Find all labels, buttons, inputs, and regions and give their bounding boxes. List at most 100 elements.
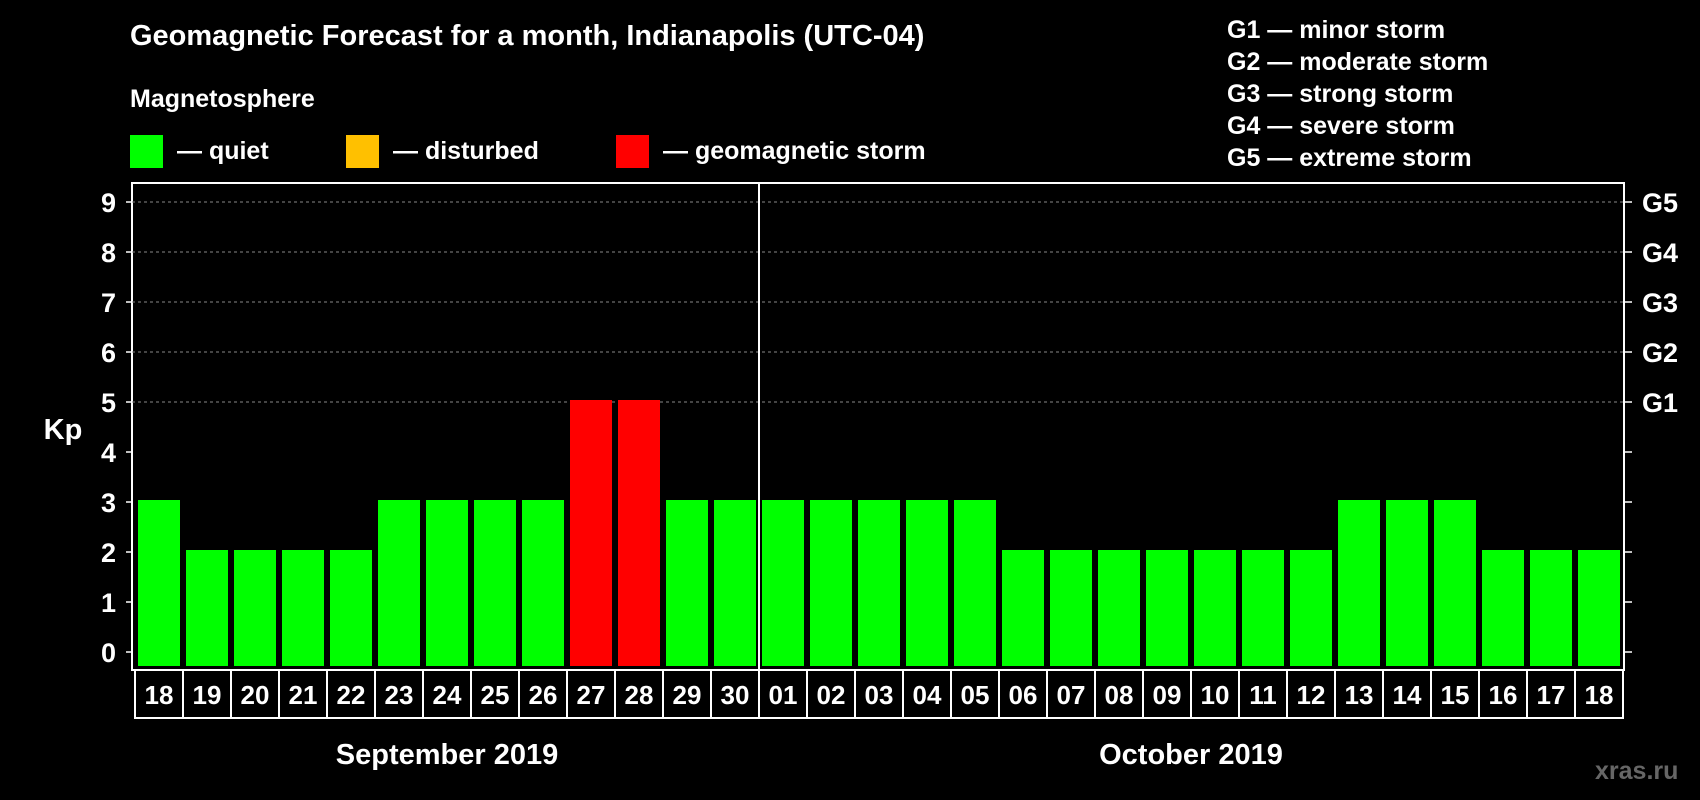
bar-25 [1338,500,1380,666]
date-box [662,669,712,719]
date-label: 26 [529,680,558,710]
y-tick-label: 2 [101,538,116,568]
legend-swatch-disturbed [346,134,379,168]
date-box [758,669,808,719]
date-box [1382,669,1432,719]
legend-label-disturbed: — disturbed [393,136,539,165]
date-box [422,669,472,719]
date-label: 07 [1057,680,1086,710]
month-label: October 2019 [1099,739,1283,771]
date-box [326,669,376,719]
date-label: 22 [337,680,366,710]
bar-12 [714,500,756,666]
right-g-label: G2 [1642,338,1678,368]
y-tick-label: 9 [101,188,116,218]
legend-item-storm: — geomagnetic storm [616,134,926,168]
bar-8 [522,500,564,666]
date-label: 11 [1249,680,1277,710]
legend-heading: Magnetosphere [130,85,315,113]
date-box [806,669,856,719]
date-box [1046,669,1096,719]
date-label: 30 [721,680,750,710]
y-tick-label: 7 [101,288,116,318]
date-label: 10 [1201,680,1230,710]
bar-17 [954,500,996,666]
bar-2 [234,550,276,666]
bar-4 [330,550,372,666]
bar-22 [1194,550,1236,666]
legend-item-quiet: — quiet [130,134,269,168]
y-tick-label: 8 [101,238,116,268]
bar-19 [1050,550,1092,666]
legend-item-disturbed: — disturbed [346,134,539,168]
bar-16 [906,500,948,666]
date-box [182,669,232,719]
bar-27 [1434,500,1476,666]
bar-0 [138,500,180,666]
legend-label-storm: — geomagnetic storm [663,136,926,165]
right-g-label: G3 [1642,288,1678,318]
date-box [374,669,424,719]
date-label: 14 [1393,680,1422,710]
bar-23 [1242,550,1284,666]
legend-label-quiet: — quiet [177,136,269,165]
bar-9 [570,400,612,666]
bar-24 [1290,550,1332,666]
month-label: September 2019 [336,739,558,771]
date-label: 01 [769,680,798,710]
date-box [1574,669,1624,719]
date-label: 17 [1537,680,1566,710]
y-tick-label: 6 [101,338,116,368]
date-label: 13 [1345,680,1374,710]
bar-3 [282,550,324,666]
storm-scale-legend: G1 — minor storm G2 — moderate storm G3 … [1227,14,1488,174]
date-box [854,669,904,719]
date-box [1430,669,1480,719]
bar-26 [1386,500,1428,666]
bar-20 [1098,550,1140,666]
date-box [1238,669,1288,719]
date-label: 19 [193,680,222,710]
bar-11 [666,500,708,666]
date-box [710,669,760,719]
right-g-label: G4 [1642,238,1678,268]
bar-14 [810,500,852,666]
bar-7 [474,500,516,666]
date-label: 23 [385,680,414,710]
legend-swatch-storm [616,134,649,168]
y-tick-label: 0 [101,638,116,668]
bar-30 [1578,550,1620,666]
date-box [230,669,280,719]
date-label: 03 [865,680,894,710]
date-box [134,669,184,719]
date-label: 27 [577,680,606,710]
y-tick-label: 5 [101,388,116,418]
bar-21 [1146,550,1188,666]
bar-5 [378,500,420,666]
date-label: 25 [481,680,510,710]
right-g-label: G5 [1642,188,1678,218]
bar-1 [186,550,228,666]
bar-28 [1482,550,1524,666]
date-box [614,669,664,719]
date-box [278,669,328,719]
storm-scale-g5: G5 — extreme storm [1227,144,1472,172]
date-label: 20 [241,680,270,710]
y-axis-label: Kp [44,414,83,446]
watermark: xras.ru [1595,757,1679,785]
bar-6 [426,500,468,666]
storm-scale-g2: G2 — moderate storm [1227,48,1489,76]
date-label: 15 [1441,680,1470,710]
bar-29 [1530,550,1572,666]
date-label: 16 [1489,680,1518,710]
date-label: 02 [817,680,846,710]
bar-13 [762,500,804,666]
right-g-label: G1 [1642,388,1678,418]
date-label: 08 [1105,680,1134,710]
date-box [1334,669,1384,719]
date-label: 18 [1585,680,1614,710]
storm-scale-g3: G3 — strong storm [1227,80,1454,108]
date-label: 09 [1153,680,1182,710]
date-label: 05 [961,680,990,710]
